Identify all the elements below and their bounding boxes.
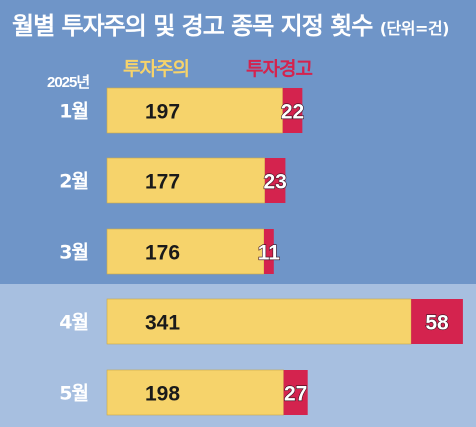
caution-value-label: 341 — [145, 312, 180, 335]
legend-caution: 투자주의 — [123, 58, 190, 80]
month-label: 2월 — [59, 171, 88, 193]
warning-bar — [411, 299, 463, 344]
month-label: 3월 — [59, 242, 88, 264]
warning-bar — [283, 370, 308, 415]
caution-value-label: 176 — [145, 242, 180, 265]
warning-value-label: 27 — [284, 383, 307, 406]
warning-bar — [263, 229, 274, 274]
warning-value-label: 11 — [258, 242, 281, 265]
caution-value-label: 197 — [145, 101, 180, 124]
caution-value-label: 177 — [145, 171, 180, 194]
unit-label: (단위=건) — [379, 19, 450, 38]
warning-value-label: 22 — [281, 101, 304, 124]
warning-bar — [282, 88, 303, 133]
caution-bar — [106, 87, 284, 134]
caution-bar — [106, 157, 266, 204]
month-label: 1월 — [59, 101, 88, 123]
caution-value-label: 198 — [145, 383, 180, 406]
warning-bar — [264, 158, 286, 203]
chart-title-text: 월별 투자주의 및 경고 종목 지정 횟수 — [12, 12, 373, 40]
caution-bar — [106, 369, 284, 416]
legend-warning: 투자경고 — [246, 58, 313, 80]
caution-bar — [106, 298, 412, 345]
month-label: 5월 — [59, 383, 88, 405]
chart-title: 월별 투자주의 및 경고 종목 지정 횟수 (단위=건) — [12, 6, 449, 41]
year-label: 2025년 — [47, 74, 90, 91]
month-label: 4월 — [59, 312, 88, 334]
warning-value-label: 23 — [263, 171, 286, 194]
caution-bar — [106, 228, 265, 275]
warning-value-label: 58 — [425, 312, 449, 335]
